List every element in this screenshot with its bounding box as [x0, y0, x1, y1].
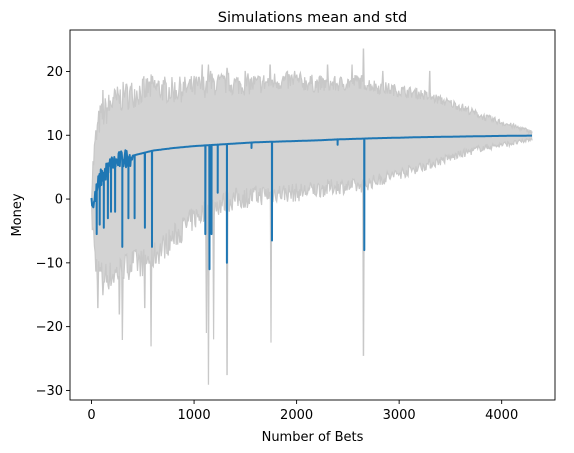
x-tick-label: 2000 — [280, 408, 313, 423]
x-tick-label: 4000 — [485, 408, 518, 423]
std-band-fill — [91, 49, 533, 385]
y-axis: −30 −20 −10 0 10 20 — [36, 65, 70, 399]
x-tick-label: 0 — [87, 408, 95, 423]
x-tick-label: 3000 — [383, 408, 416, 423]
x-tick-label: 1000 — [178, 408, 211, 423]
std-band-lower — [90, 137, 533, 385]
x-axis: 0 1000 2000 3000 4000 — [87, 400, 518, 423]
plot-frame — [69, 29, 556, 401]
mean-series — [90, 134, 533, 271]
y-tick-label: 0 — [55, 193, 63, 208]
y-axis-title: Money — [10, 193, 25, 236]
mean-line — [90, 134, 533, 271]
x-axis-title: Number of Bets — [262, 430, 364, 445]
std-band-upper — [90, 48, 533, 203]
y-tick-label: −10 — [36, 256, 63, 271]
y-tick-label: 20 — [46, 65, 63, 80]
chart-title: Simulations mean and std — [218, 10, 407, 26]
y-tick-label: 10 — [46, 129, 63, 144]
y-tick-label: −30 — [36, 384, 63, 399]
y-tick-label: −20 — [36, 320, 63, 335]
std-band — [90, 48, 533, 385]
